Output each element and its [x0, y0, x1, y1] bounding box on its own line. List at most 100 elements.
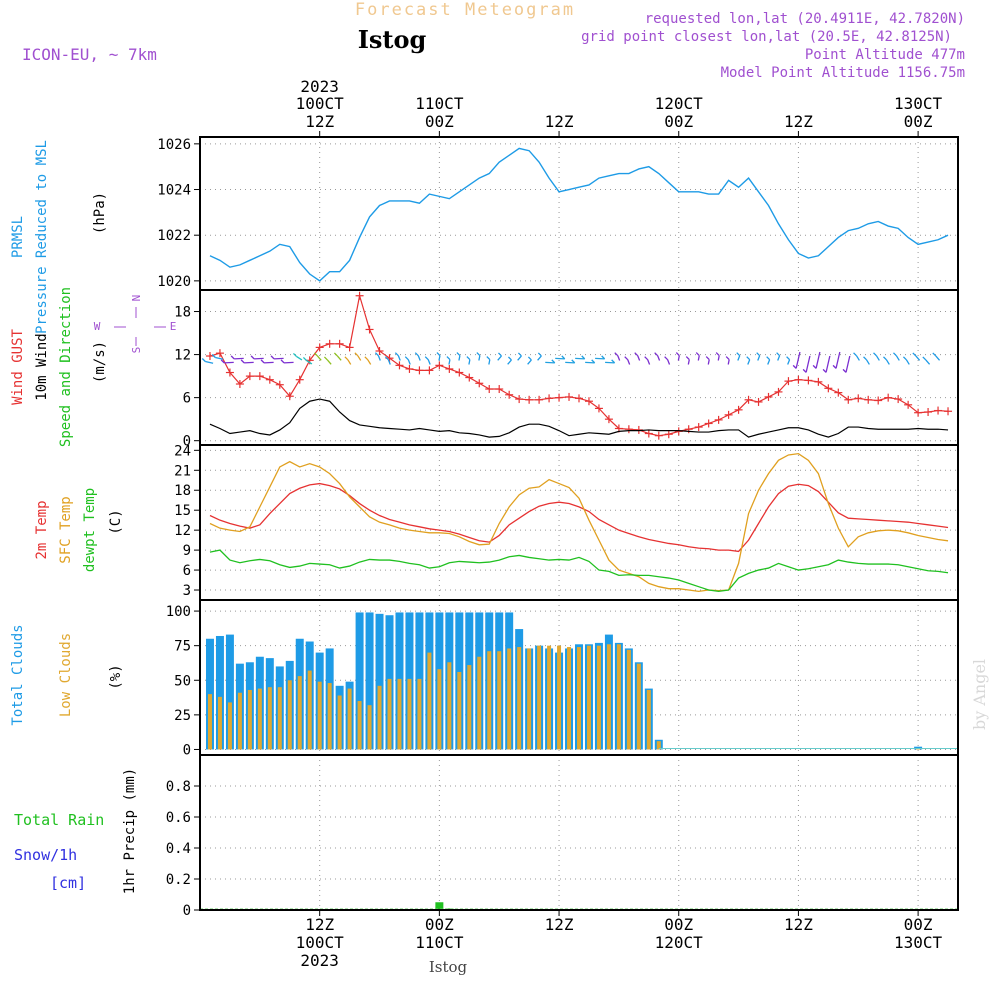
y-tick-label: 1024: [157, 183, 191, 199]
y-tick-label: 18: [174, 305, 191, 321]
wind-arrow-icon: [736, 352, 741, 361]
y-axis-title: SFC Temp: [58, 496, 74, 563]
wind-arrow-shaft: [427, 359, 431, 365]
gust-marker: [505, 390, 514, 399]
panel-frame: [199, 289, 959, 446]
wind-arrow-shaft: [478, 355, 481, 361]
gust-marker: [664, 430, 673, 439]
gust-marker: [864, 395, 873, 404]
y-tick-label: 25: [174, 708, 191, 724]
wind-arrow-shaft: [347, 359, 352, 365]
wind-arrow-shaft: [605, 361, 615, 364]
wind-arrow-shaft: [875, 355, 880, 361]
wind-arrow-head: [601, 355, 606, 360]
low-cloud-bar: [497, 651, 502, 750]
wind-arrow-shaft: [915, 355, 921, 361]
bottom-hour-label: 00Z: [664, 915, 693, 934]
low-cloud-bar: [527, 648, 532, 750]
wind-arrow-shaft: [595, 357, 605, 360]
low-cloud-bar: [237, 692, 242, 750]
y-axis-title: Wind GUST: [10, 329, 26, 405]
wind-arrow-head: [551, 359, 556, 364]
wind-arrow-head: [776, 352, 781, 357]
wind-arrow-head: [873, 352, 877, 357]
wind-arrow-icon: [922, 356, 931, 365]
wind-arrow-shaft: [647, 359, 651, 365]
compass-w: W: [94, 320, 101, 333]
wind-arrow-icon: [776, 352, 781, 361]
gust-marker: [355, 291, 364, 300]
wind-arrow-shaft: [326, 359, 332, 365]
wind-arrow-icon: [705, 356, 710, 365]
y-tick-label: 50: [174, 673, 191, 689]
wind-arrow-shaft: [657, 355, 661, 361]
wind-arrow-head: [323, 356, 328, 361]
wind-arrow-head: [424, 356, 429, 361]
gust-marker: [944, 407, 953, 416]
wind-arrow-head: [725, 356, 730, 361]
wind-arrow-head: [614, 352, 619, 357]
top-day-label: 110CT: [415, 94, 464, 113]
wind-arrow-icon: [873, 352, 880, 361]
wind-arrow-shaft: [585, 361, 595, 364]
wind-arrow-head: [664, 356, 669, 361]
wind-arrow-head: [374, 352, 379, 357]
wind-arrow-head: [364, 356, 369, 361]
gust-marker: [644, 429, 653, 438]
wind-arrow-head: [883, 356, 887, 361]
gust-marker: [455, 368, 464, 377]
temp-2m-line: [209, 482, 949, 553]
top-day-label: 120CT: [655, 94, 704, 113]
low-cloud-bar: [327, 683, 332, 750]
gust-marker: [465, 373, 474, 382]
wind-arrow-head: [766, 356, 771, 361]
gust-marker: [854, 394, 863, 403]
gust-marker: [275, 380, 284, 389]
gust-marker: [734, 405, 743, 414]
wind-arrow-icon: [644, 356, 651, 365]
wind10m-line: [209, 398, 949, 438]
wind-arrow-icon: [853, 352, 860, 361]
wind-arrow-head: [853, 352, 858, 357]
wind-arrow-icon: [466, 356, 471, 365]
wind-arrow-icon: [595, 355, 606, 360]
low-cloud-bar: [417, 678, 422, 750]
wind-arrow-icon: [715, 352, 720, 361]
wind-arrow-icon: [575, 355, 586, 360]
y-axis-title: dewpt Temp: [82, 488, 98, 572]
wind-arrow-icon: [605, 359, 616, 364]
model-label: ICON-EU, ~ 7km: [22, 45, 157, 64]
gust-marker: [545, 394, 554, 403]
wind-arrow-shaft: [296, 355, 303, 361]
wind-arrow-head: [220, 359, 225, 364]
low-cloud-bar: [397, 678, 402, 750]
gust-marker: [215, 349, 224, 358]
wind-arrow-icon: [507, 356, 512, 365]
y-tick-label: 9: [183, 543, 191, 559]
y-tick-label: 0.6: [166, 810, 191, 826]
wind-arrow-icon: [476, 352, 481, 361]
top-day-label: 100CT: [296, 94, 345, 113]
gust-marker: [934, 406, 943, 415]
wind-arrow-icon: [497, 352, 502, 361]
low-cloud-bar: [487, 651, 492, 750]
bottom-hour-label: 12Z: [305, 915, 334, 934]
wind-arrow-head: [746, 356, 751, 361]
wind-arrow-shaft: [667, 359, 671, 365]
gust-marker: [405, 364, 414, 373]
wind-arrow-shaft: [417, 355, 421, 361]
wind-arrow-icon: [786, 356, 791, 365]
gust-marker: [235, 380, 244, 389]
wind-arrow-icon: [240, 359, 254, 364]
wind-arrow-head: [260, 359, 265, 364]
wind-arrow-shaft: [697, 355, 700, 361]
low-cloud-bar: [507, 648, 512, 750]
wind-arrow-shaft: [617, 355, 621, 361]
snow-legend-label: Snow/1h: [14, 846, 77, 864]
wind-arrow-shaft: [336, 355, 342, 361]
gust-marker: [285, 392, 294, 401]
gust-marker: [375, 346, 384, 355]
wind-arrow-head: [404, 356, 409, 361]
low-cloud-bar: [337, 695, 342, 750]
y-axis-title: Pressure Reduced to MSL: [34, 140, 50, 334]
